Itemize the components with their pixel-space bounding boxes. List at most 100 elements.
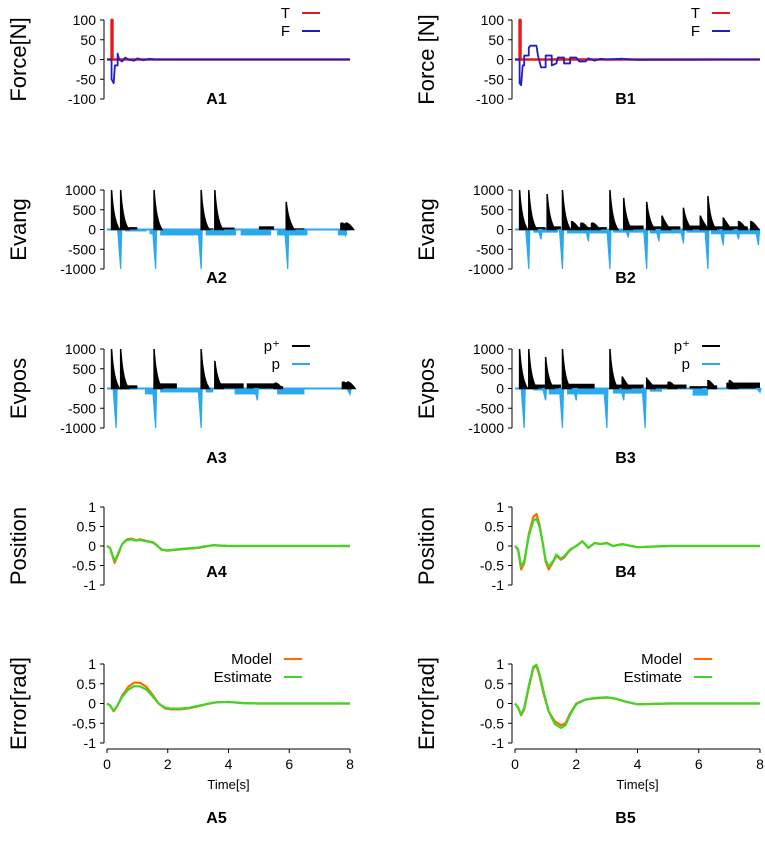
legend-label: p <box>272 356 280 373</box>
legend-label: p <box>682 356 690 373</box>
legend-label: F <box>281 23 290 40</box>
positive-activity-band <box>125 227 138 230</box>
negative-spike <box>572 387 578 401</box>
y-tick-label: 0 <box>496 52 504 68</box>
panel-a2: 1000 500 0 -500 -1000 Evang A2 <box>6 182 355 287</box>
positive-spike <box>622 197 634 231</box>
y-tick-label: 100 <box>73 12 97 28</box>
y-tick-label: -100 <box>476 91 504 107</box>
y-axis-label: Error[rad] <box>414 657 439 750</box>
negative-spike <box>619 387 626 401</box>
y-tick-label: 0 <box>88 52 96 68</box>
legend-label: T <box>281 5 290 22</box>
x-tick-label: 2 <box>164 756 172 772</box>
positive-spike <box>580 222 591 231</box>
legend-label: p⁺ <box>674 338 690 355</box>
y-tick-label: 1 <box>88 499 96 515</box>
positive-spike <box>528 348 539 390</box>
y-tick-label: 100 <box>481 12 505 28</box>
y-tick-label: 1000 <box>65 341 96 357</box>
series-estimate-line <box>514 663 760 730</box>
y-tick-label: 500 <box>481 202 505 218</box>
negative-activity-band <box>692 388 708 396</box>
y-tick-label: -0.5 <box>480 715 504 731</box>
negative-spike <box>755 387 762 394</box>
positive-spike <box>214 360 225 390</box>
y-tick-label: -1000 <box>468 261 504 277</box>
panel-a4: 1 0.5 0 -0.5 -1 Position A4 <box>6 499 350 593</box>
negative-activity-band <box>567 388 604 395</box>
x-tick-label: 0 <box>511 756 519 772</box>
x-tick-label: 0 <box>103 756 111 772</box>
y-tick-label: 0 <box>88 222 96 238</box>
negative-spike <box>641 387 647 429</box>
legend-label: Estimate <box>624 669 682 686</box>
positive-spike <box>707 379 718 390</box>
negative-activity-band <box>144 388 155 395</box>
positive-spike <box>667 381 678 390</box>
negative-activity-band <box>125 229 147 232</box>
positive-spike <box>153 348 164 390</box>
positive-activity-band <box>533 227 546 230</box>
positive-spike <box>621 376 632 390</box>
panel-b2: 1000 500 0 -500 -1000 Evang B2 <box>414 182 761 287</box>
positive-spike <box>645 376 657 390</box>
positive-spike <box>518 189 530 231</box>
panel-label: A4 <box>206 564 227 581</box>
panel-label: B5 <box>615 810 636 827</box>
positive-activity-band <box>246 383 275 389</box>
y-tick-label: 0 <box>496 696 504 712</box>
y-tick-label: -500 <box>476 241 504 257</box>
legend-label: p⁺ <box>264 338 280 355</box>
x-tick-label: 2 <box>572 756 580 772</box>
legend-label: Model <box>231 651 272 668</box>
positive-spike <box>737 220 749 231</box>
positive-activity-band <box>573 227 607 230</box>
negative-spike <box>525 228 531 270</box>
y-tick-label: 0.5 <box>485 519 505 535</box>
y-tick-label: 1 <box>496 499 504 515</box>
negative-spike <box>655 228 661 242</box>
series-estimate-line <box>106 685 350 712</box>
positive-spike <box>661 215 672 231</box>
positive-spike <box>544 356 556 390</box>
series-f-line <box>107 52 350 85</box>
y-axis-label: Position <box>6 507 31 585</box>
panel-label: A3 <box>206 450 227 467</box>
panel-a1: 100 50 0 -50 -100 Force[N] TF A1 <box>6 5 350 108</box>
y-tick-label: 1000 <box>473 341 504 357</box>
x-axis-label: Time[s] <box>616 777 658 792</box>
negative-spike <box>606 228 612 270</box>
panel-label: A2 <box>206 270 227 287</box>
y-tick-label: 1 <box>88 656 96 672</box>
y-tick-label: 50 <box>80 32 96 48</box>
negative-spike <box>346 387 352 397</box>
y-tick-label: -0.5 <box>72 558 96 574</box>
negative-spike <box>584 228 591 242</box>
y-tick-label: -1 <box>492 577 505 593</box>
y-tick-label: 500 <box>481 361 505 377</box>
y-axis-label: Evang <box>414 198 439 260</box>
positive-spike <box>518 348 530 390</box>
negative-activity-band <box>649 229 681 234</box>
y-axis-label: Evpos <box>6 358 31 419</box>
negative-activity-band <box>205 229 237 236</box>
positive-activity-band <box>567 383 595 389</box>
positive-spike <box>200 189 211 231</box>
negative-spike <box>541 387 548 401</box>
panel-b3: 1000 500 0 -500 -1000 Evpos p⁺p B3 <box>414 338 762 467</box>
y-tick-label: 0.5 <box>77 519 97 535</box>
y-tick-label: 0 <box>496 381 504 397</box>
positive-spike <box>214 189 225 231</box>
negative-activity-band <box>149 229 155 235</box>
positive-spike <box>570 220 582 231</box>
negative-spike <box>734 228 741 240</box>
legend-label: T <box>691 5 700 22</box>
positive-spike <box>200 348 211 390</box>
y-axis-label: Evpos <box>414 358 439 419</box>
positive-spike <box>609 189 620 231</box>
negative-spike <box>520 387 526 429</box>
negative-activity-band <box>649 388 662 392</box>
series-t-line <box>515 18 760 61</box>
y-tick-label: 500 <box>73 202 97 218</box>
